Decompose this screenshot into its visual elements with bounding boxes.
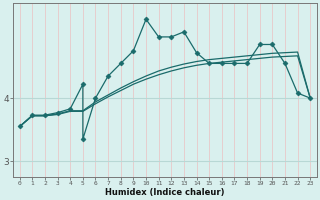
X-axis label: Humidex (Indice chaleur): Humidex (Indice chaleur) (105, 188, 225, 197)
